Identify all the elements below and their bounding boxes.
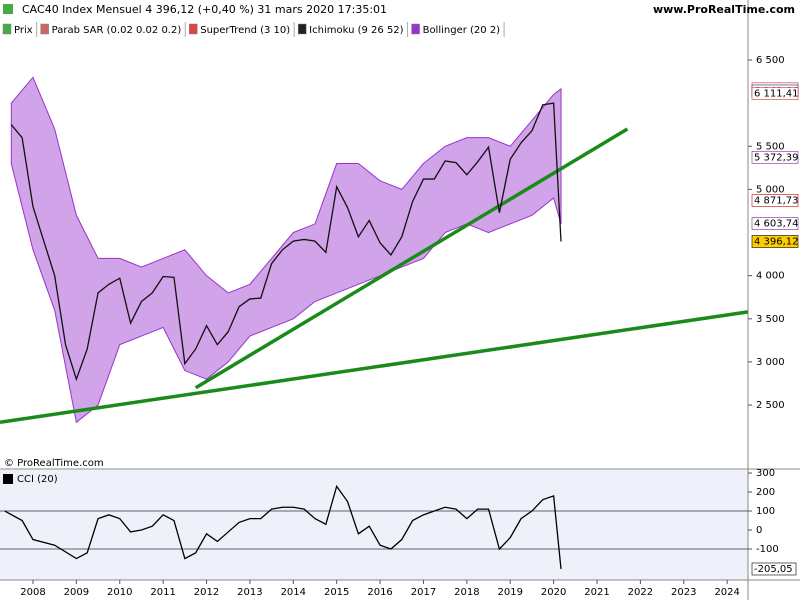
legend-label: Bollinger (20 2) bbox=[423, 25, 501, 36]
x-tick-label: 2013 bbox=[237, 587, 262, 598]
cci-panel bbox=[0, 470, 748, 580]
series-line bbox=[4, 484, 562, 570]
cci-label-box bbox=[751, 562, 797, 576]
x-tick-label: 2012 bbox=[194, 587, 219, 598]
x-tick-label: 2008 bbox=[20, 587, 45, 598]
legend-label: Ichimoku (9 26 52) bbox=[309, 25, 403, 36]
x-tick-label: 2019 bbox=[498, 587, 523, 598]
cci-label: -205,05 bbox=[754, 564, 793, 575]
y-tick-label: -100 bbox=[756, 544, 779, 555]
price-label-box bbox=[751, 150, 799, 164]
y-tick-label: 5 000 bbox=[756, 184, 785, 195]
bollinger-area bbox=[10, 76, 562, 424]
price-label: 4 871,73 bbox=[754, 195, 799, 206]
x-tick-label: 2010 bbox=[107, 587, 132, 598]
x-tick-label: 2015 bbox=[324, 587, 349, 598]
legend-swatch bbox=[2, 23, 12, 35]
y-tick-label: 6 500 bbox=[756, 55, 785, 66]
series-line bbox=[10, 102, 562, 382]
y-tick-label: 300 bbox=[756, 468, 775, 479]
price-label: 4 396,12 bbox=[754, 236, 799, 247]
site: www.ProRealTime.com bbox=[653, 3, 795, 16]
x-tick-label: 2016 bbox=[367, 587, 392, 598]
legend-label: Parab SAR (0.02 0.02 0.2) bbox=[52, 25, 182, 36]
cci-icon bbox=[3, 474, 13, 484]
trendline bbox=[0, 310, 749, 425]
y-tick-label: 200 bbox=[756, 487, 775, 498]
legend-label: SuperTrend (3 10) bbox=[200, 25, 290, 36]
title: CAC40 Index Mensuel 4 396,12 (+0,40 %) 3… bbox=[22, 3, 387, 16]
copyright: © ProRealTime.com bbox=[4, 458, 104, 469]
x-tick-label: 2023 bbox=[671, 587, 696, 598]
x-tick-label: 2011 bbox=[150, 587, 175, 598]
y-tick-label: 0 bbox=[756, 525, 762, 536]
legend-label: Prix bbox=[14, 25, 33, 36]
legend-swatch bbox=[189, 23, 198, 35]
x-tick-label: 2009 bbox=[64, 587, 89, 598]
x-tick-label: 2014 bbox=[281, 587, 306, 598]
x-tick-label: 2021 bbox=[584, 587, 609, 598]
x-tick-label: 2017 bbox=[411, 587, 436, 598]
y-tick-label: 4 000 bbox=[756, 271, 785, 282]
y-tick-label: 100 bbox=[756, 506, 775, 517]
y-tick-label: 2 500 bbox=[756, 400, 785, 411]
legend-swatch bbox=[297, 23, 307, 35]
legend-swatch bbox=[40, 23, 49, 35]
cci-title: CCI (20) bbox=[17, 474, 58, 485]
x-tick-label: 2020 bbox=[541, 587, 566, 598]
price-label-box bbox=[751, 194, 799, 207]
y-tick-label: 3 000 bbox=[756, 357, 785, 368]
trendline bbox=[194, 127, 629, 390]
legend-swatch bbox=[411, 23, 420, 35]
y-tick-label: 3 500 bbox=[756, 314, 785, 325]
x-tick-label: 2018 bbox=[454, 587, 479, 598]
price-label: 4 603,74 bbox=[754, 219, 799, 230]
price-label: 6 111,41 bbox=[754, 89, 799, 100]
logo bbox=[3, 4, 13, 14]
price-label-box bbox=[751, 235, 799, 248]
x-tick-label: 2022 bbox=[628, 587, 653, 598]
price-label-box bbox=[751, 87, 799, 100]
price-label-box bbox=[751, 217, 799, 230]
y-tick-label: 5 500 bbox=[756, 141, 785, 152]
x-tick-label: 2024 bbox=[714, 587, 739, 598]
price-label: 5 372,39 bbox=[754, 152, 799, 163]
